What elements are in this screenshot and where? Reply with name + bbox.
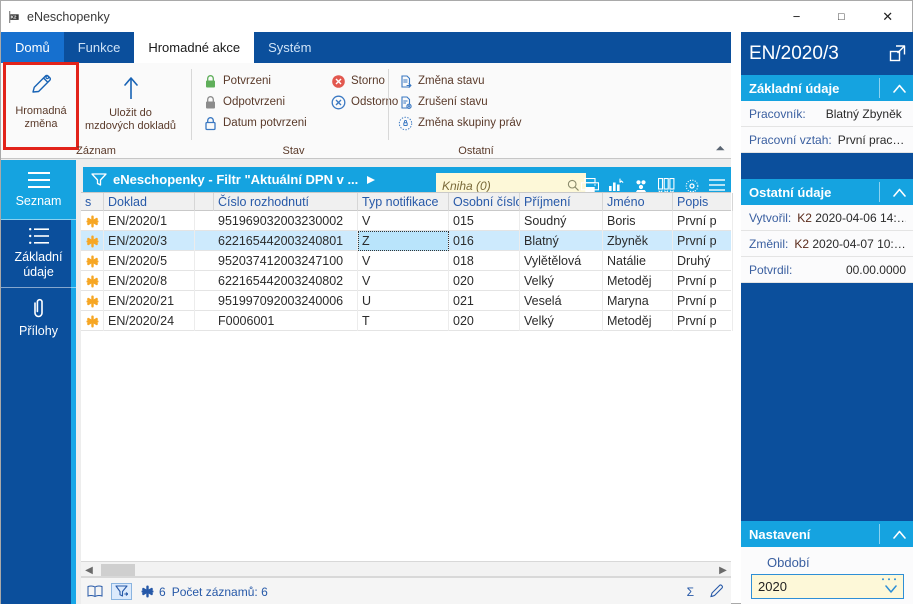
svg-text:K2: K2	[11, 14, 17, 19]
